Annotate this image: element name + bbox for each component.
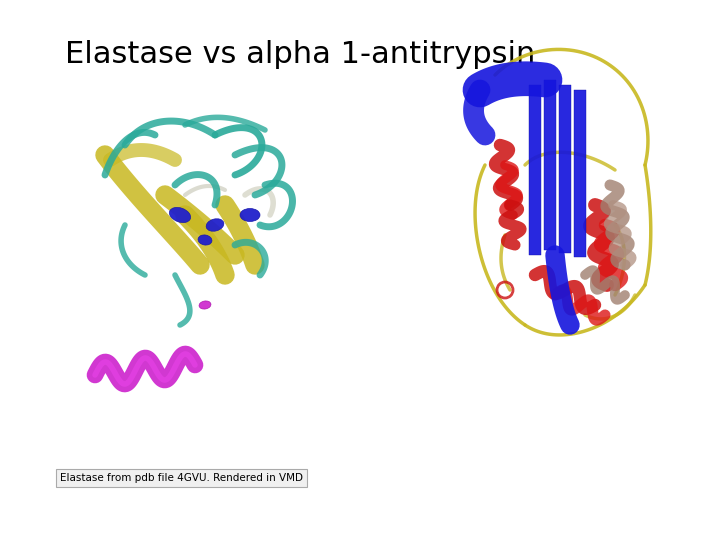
Ellipse shape — [198, 235, 212, 245]
Ellipse shape — [206, 219, 224, 231]
FancyBboxPatch shape — [529, 85, 541, 255]
FancyBboxPatch shape — [544, 80, 556, 250]
Ellipse shape — [169, 207, 191, 222]
Text: Elastase from pdb file 4GVU. Rendered in VMD: Elastase from pdb file 4GVU. Rendered in… — [60, 473, 303, 483]
Text: Elastase vs alpha 1-antitrypsin: Elastase vs alpha 1-antitrypsin — [65, 40, 536, 69]
Ellipse shape — [240, 208, 260, 221]
Ellipse shape — [199, 301, 211, 309]
FancyBboxPatch shape — [559, 85, 571, 253]
FancyBboxPatch shape — [574, 90, 586, 257]
